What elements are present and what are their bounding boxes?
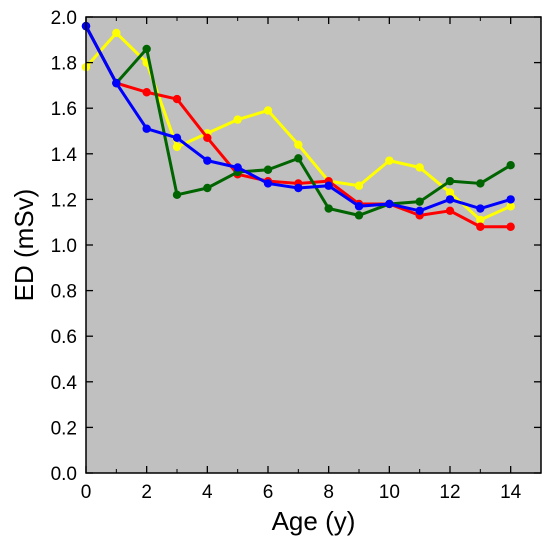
data-point [506, 202, 515, 211]
data-point [324, 181, 333, 190]
data-point [294, 140, 303, 149]
data-point [445, 206, 455, 215]
y-tick-label: 0.0 [51, 464, 77, 485]
y-tick-label: 2.0 [51, 8, 77, 29]
y-tick-label: 0.2 [51, 418, 77, 439]
data-point [476, 222, 485, 231]
data-point [263, 106, 273, 115]
x-tick-label: 8 [323, 482, 334, 503]
y-tick-label: 0.4 [51, 373, 78, 394]
data-point [445, 176, 455, 186]
data-point [203, 133, 212, 143]
data-point [233, 115, 242, 124]
y-tick-label: 1.0 [51, 236, 77, 257]
x-tick-label: 6 [263, 482, 274, 503]
data-point [445, 195, 455, 204]
data-point [203, 156, 212, 165]
x-tick-label: 0 [81, 482, 92, 503]
y-tick-label: 1.2 [51, 190, 77, 211]
data-point [476, 215, 485, 225]
data-point [203, 183, 212, 193]
data-point [294, 154, 303, 163]
x-axis-title: Age (y) [272, 506, 356, 536]
x-tick-label: 4 [202, 482, 213, 503]
data-point [385, 199, 394, 209]
data-point [476, 204, 485, 213]
data-point [354, 202, 364, 211]
data-point [506, 222, 515, 231]
data-point [172, 133, 182, 143]
data-point [354, 181, 364, 190]
data-point [415, 197, 424, 206]
y-tick-label: 0.8 [51, 282, 77, 303]
data-point [415, 163, 424, 172]
x-tick-label: 2 [141, 482, 152, 503]
plot-area [86, 17, 541, 473]
y-axis-title: ED (mSv) [9, 189, 39, 302]
data-point [506, 195, 515, 204]
x-tick-label: 10 [379, 482, 400, 503]
data-point [263, 179, 273, 188]
data-point [445, 188, 455, 197]
y-tick-label: 1.4 [51, 145, 78, 166]
data-point [476, 179, 485, 188]
data-point [112, 78, 121, 88]
data-point [142, 44, 151, 54]
data-point [142, 124, 151, 133]
axes-layer: 0 2 4 6 8 10 12 14 0.0 0.2 0.4 0.6 0.8 1.0 1.2 1.4 1.6 1.… [51, 8, 542, 503]
data-point [112, 28, 121, 38]
data-point [294, 183, 303, 193]
x-tick-label: 14 [500, 482, 522, 503]
data-point [415, 206, 424, 215]
y-tick-label: 1.8 [51, 54, 77, 75]
data-point [172, 190, 182, 200]
data-point [354, 211, 364, 220]
data-point [172, 142, 182, 152]
y-tick-label: 1.6 [51, 99, 77, 120]
data-point [233, 163, 242, 172]
data-point [263, 165, 273, 174]
data-point [506, 161, 515, 170]
data-point [142, 88, 151, 97]
data-point [324, 204, 333, 213]
data-point [172, 94, 182, 104]
y-tick-label: 0.6 [51, 327, 77, 348]
x-tick-label: 12 [439, 482, 460, 503]
series-layer [81, 21, 515, 231]
data-point [385, 156, 394, 165]
